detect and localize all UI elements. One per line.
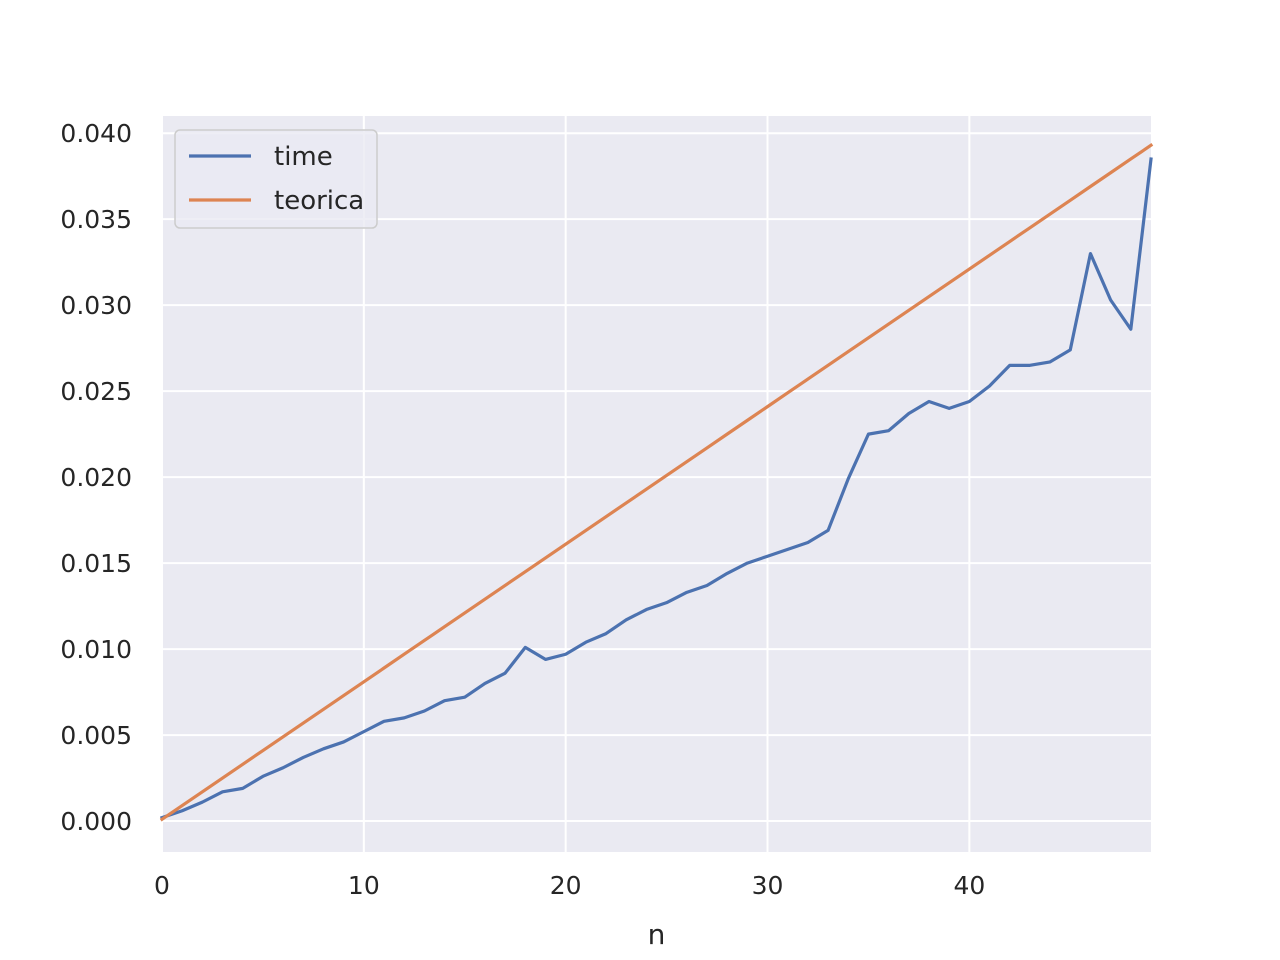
y-axis-ticks: 0.000 0.005 0.010 0.015 0.020 0.025 0.030 0.035…: [60, 119, 132, 836]
x-axis-label: n: [648, 918, 666, 951]
legend-label-time: time: [274, 142, 333, 172]
series-line-time: [159, 157, 1153, 820]
x-axis-ticks: 0 10 20 30 40: [154, 871, 985, 900]
x-tick-label: 30: [752, 871, 784, 900]
y-tick-label: 0.035: [60, 205, 132, 234]
legend-label-teorica: teorica: [274, 186, 364, 216]
x-tick-label: 40: [953, 871, 985, 900]
y-tick-label: 0.040: [60, 119, 132, 148]
y-tick-label: 0.010: [60, 635, 132, 664]
y-tick-label: 0.000: [60, 807, 132, 836]
series-lines: [159, 143, 1154, 822]
y-tick-label: 0.030: [60, 291, 132, 320]
y-tick-label: 0.020: [60, 463, 132, 492]
x-tick-label: 0: [154, 871, 170, 900]
y-tick-label: 0.015: [60, 549, 132, 578]
x-tick-label: 10: [348, 871, 380, 900]
x-tick-label: 20: [550, 871, 582, 900]
grid-lines: [161, 116, 1151, 852]
y-tick-label: 0.025: [60, 377, 132, 406]
series-line-teorica: [159, 143, 1154, 822]
legend: time teorica: [174, 129, 378, 229]
y-tick-label: 0.005: [60, 721, 132, 750]
